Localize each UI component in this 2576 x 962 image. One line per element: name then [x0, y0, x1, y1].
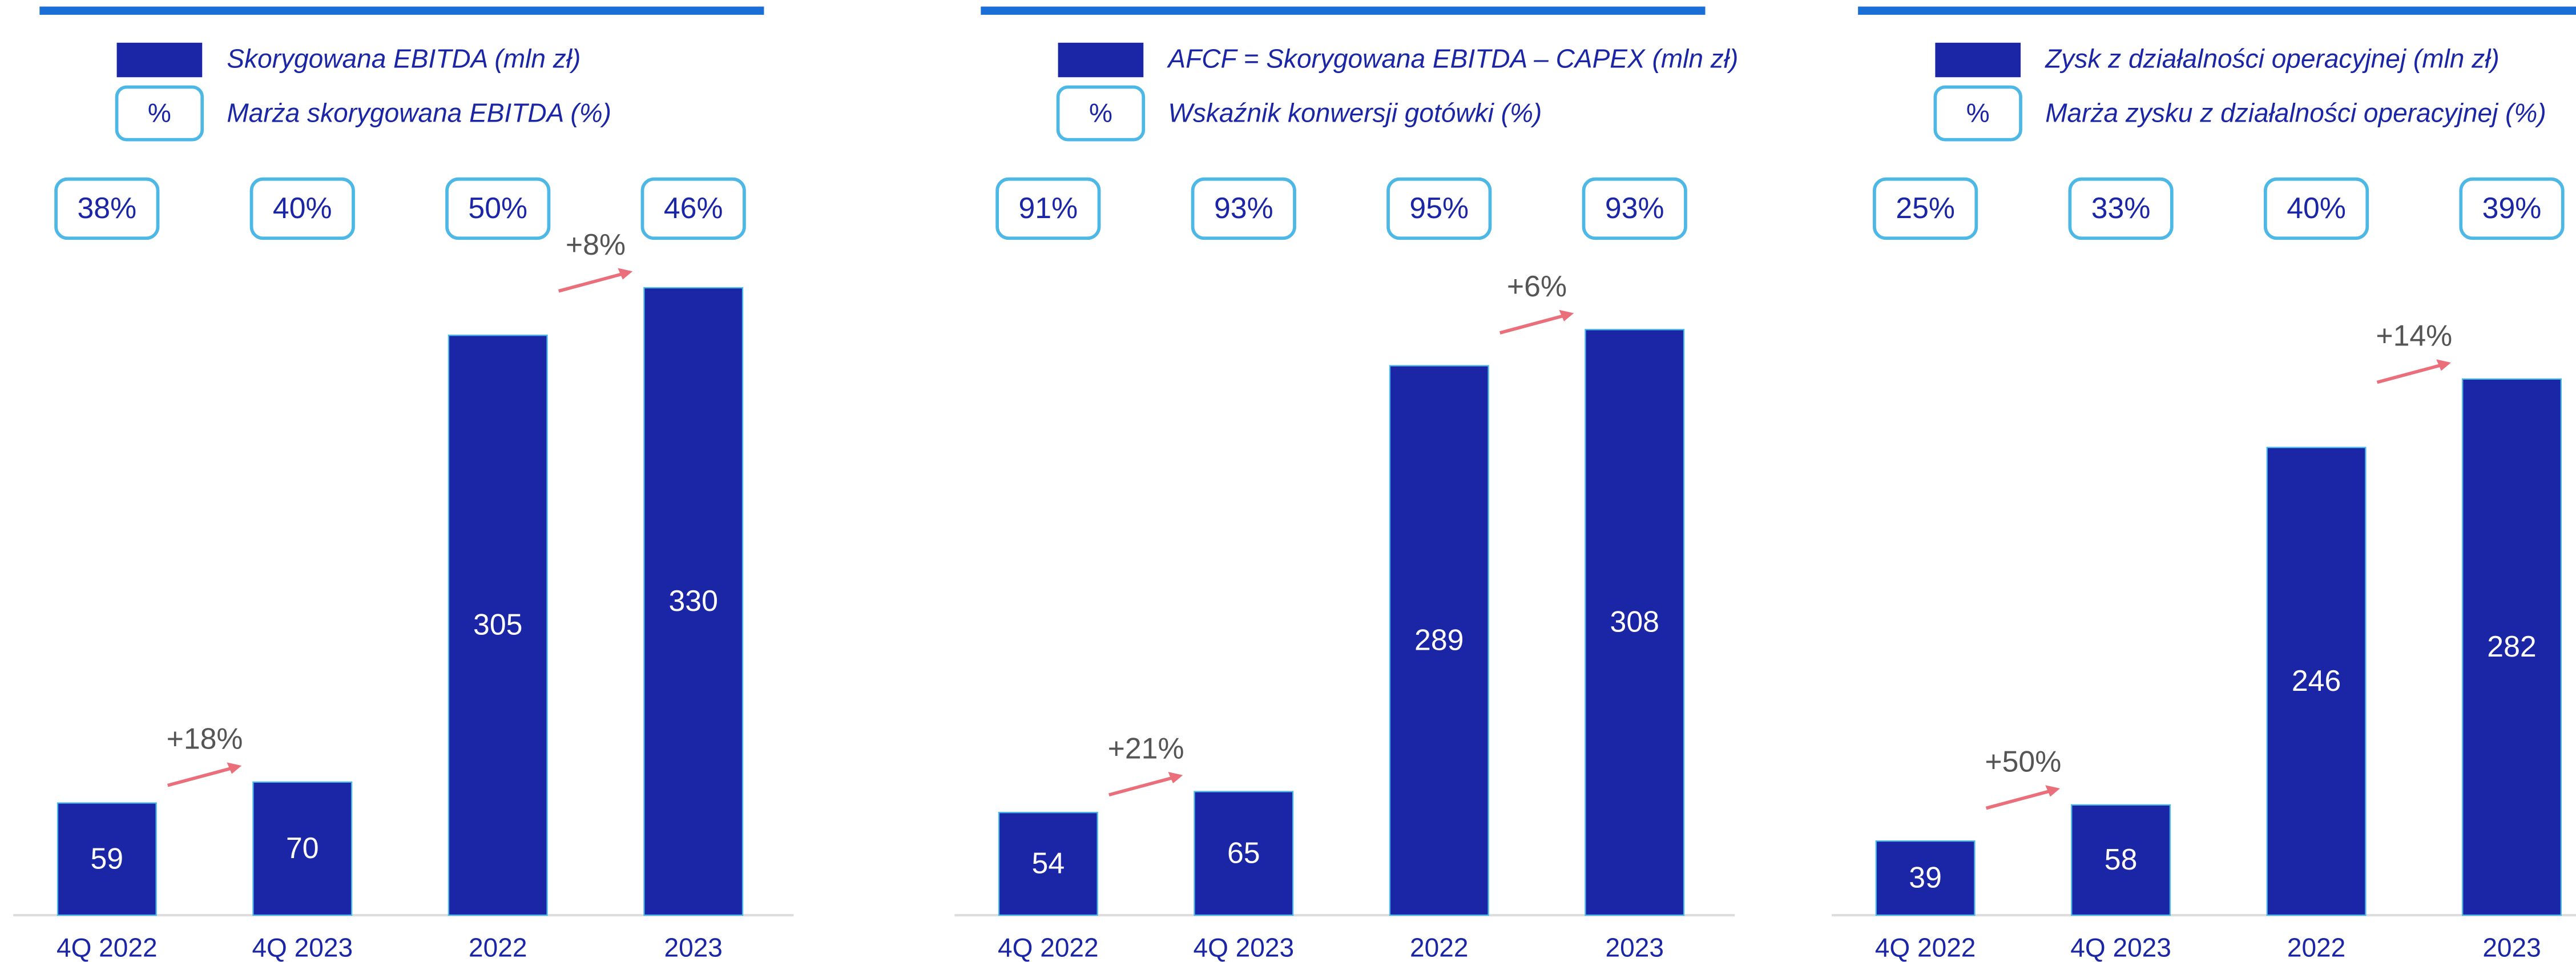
growth-label: +14%	[2376, 319, 2452, 352]
value-label: 54	[1032, 847, 1065, 880]
margin-label: 50%	[468, 191, 527, 224]
margin-label: 33%	[2091, 191, 2151, 224]
bar	[998, 812, 1098, 916]
legend-box	[1056, 85, 1146, 142]
value-label: 246	[2292, 664, 2341, 697]
x-tick-label: 2022	[469, 933, 527, 962]
bar	[1194, 791, 1294, 916]
x-tick-label: 4Q 2022	[57, 933, 158, 962]
value-label: 59	[90, 842, 123, 875]
top-rule	[39, 6, 764, 15]
growth-arrow	[1108, 775, 1177, 797]
growth-arrow	[1499, 313, 1568, 335]
x-tick-label: 2023	[1606, 933, 1664, 962]
growth-arrow	[2376, 363, 2445, 384]
legend-label: Marża skorygowana EBITDA (%)	[227, 98, 611, 128]
legend-box	[1933, 85, 2022, 142]
x-tick-label: 2022	[1410, 933, 1468, 962]
value-label: 70	[286, 831, 319, 864]
arrow-head	[2436, 359, 2452, 371]
legend-label: Marża zysku z działalności operacyjnej (…	[2045, 98, 2546, 128]
bar	[252, 781, 353, 916]
margin-label: 39%	[2482, 191, 2542, 224]
legend-swatch	[1058, 42, 1144, 78]
bar	[2462, 378, 2562, 916]
margin-label: 95%	[1409, 191, 1469, 224]
margin-box	[54, 177, 160, 240]
margin-box	[249, 177, 355, 240]
bar	[448, 335, 548, 916]
growth-label: +8%	[566, 228, 626, 261]
margin-label: 46%	[664, 191, 723, 224]
bar	[643, 287, 744, 916]
top-rule	[1858, 6, 2576, 15]
bar	[1585, 329, 1685, 916]
legend-swatch	[1935, 42, 2021, 78]
growth-label: +21%	[1108, 731, 1184, 764]
legend-label: Zysk z działalności operacyjnej (mln zł)	[2045, 44, 2500, 74]
growth-arrow	[558, 271, 627, 293]
x-tick-label: 4Q 2023	[1193, 933, 1294, 962]
margin-label: 38%	[77, 191, 136, 224]
margin-label: 93%	[1214, 191, 1273, 224]
value-label: 58	[2105, 843, 2138, 876]
top-rule	[981, 6, 1706, 15]
legend-label: Wskaźnik konwersji gotówki (%)	[1168, 98, 1542, 128]
margin-box	[2459, 177, 2565, 240]
value-label: 289	[1414, 623, 1464, 656]
x-tick-label: 2023	[664, 933, 723, 962]
legend-label: Skorygowana EBITDA (mln zł)	[227, 44, 580, 74]
growth-arrow	[1985, 788, 2054, 810]
growth-label: +50%	[1985, 745, 2061, 778]
margin-label: 40%	[2287, 191, 2346, 224]
margin-label: 40%	[273, 191, 332, 224]
margin-box	[1582, 177, 1687, 240]
legend-symbol: %	[1089, 98, 1112, 128]
bar	[2071, 804, 2171, 916]
margin-label: 93%	[1605, 191, 1664, 224]
margin-box	[445, 177, 551, 240]
margin-box	[2068, 177, 2174, 240]
growth-arrow	[167, 766, 236, 787]
value-label: 282	[2487, 630, 2536, 663]
legend-symbol: %	[1966, 98, 1990, 128]
value-label: 330	[668, 584, 717, 617]
legend-swatch	[116, 42, 203, 78]
legend-symbol: %	[148, 98, 171, 128]
bar	[1875, 840, 1976, 916]
margin-label: 91%	[1018, 191, 1078, 224]
bar	[1389, 365, 1489, 916]
margin-box	[1191, 177, 1296, 240]
margin-box	[995, 177, 1101, 240]
x-tick-label: 2022	[2287, 933, 2345, 962]
value-label: 65	[1227, 836, 1260, 869]
legend-box	[115, 85, 204, 142]
legend-label: AFCF = Skorygowana EBITDA – CAPEX (mln z…	[1166, 44, 1738, 74]
margin-box	[2263, 177, 2369, 240]
margin-box	[1873, 177, 1978, 240]
margin-box	[1386, 177, 1492, 240]
bar	[2266, 446, 2367, 916]
value-label: 305	[473, 608, 522, 641]
x-tick-label: 2023	[2482, 933, 2541, 962]
value-label: 39	[1909, 861, 1942, 894]
growth-label: +6%	[1507, 269, 1567, 303]
value-label: 308	[1610, 605, 1659, 638]
arrow-head	[618, 268, 633, 280]
margin-box	[640, 177, 746, 240]
x-tick-label: 4Q 2022	[1875, 933, 1976, 962]
growth-label: +18%	[167, 722, 243, 755]
x-tick-label: 4Q 2022	[998, 933, 1099, 962]
margin-label: 25%	[1896, 191, 1955, 224]
x-tick-label: 4Q 2023	[2070, 933, 2171, 962]
x-tick-label: 4Q 2023	[252, 933, 353, 962]
bar	[57, 802, 157, 916]
